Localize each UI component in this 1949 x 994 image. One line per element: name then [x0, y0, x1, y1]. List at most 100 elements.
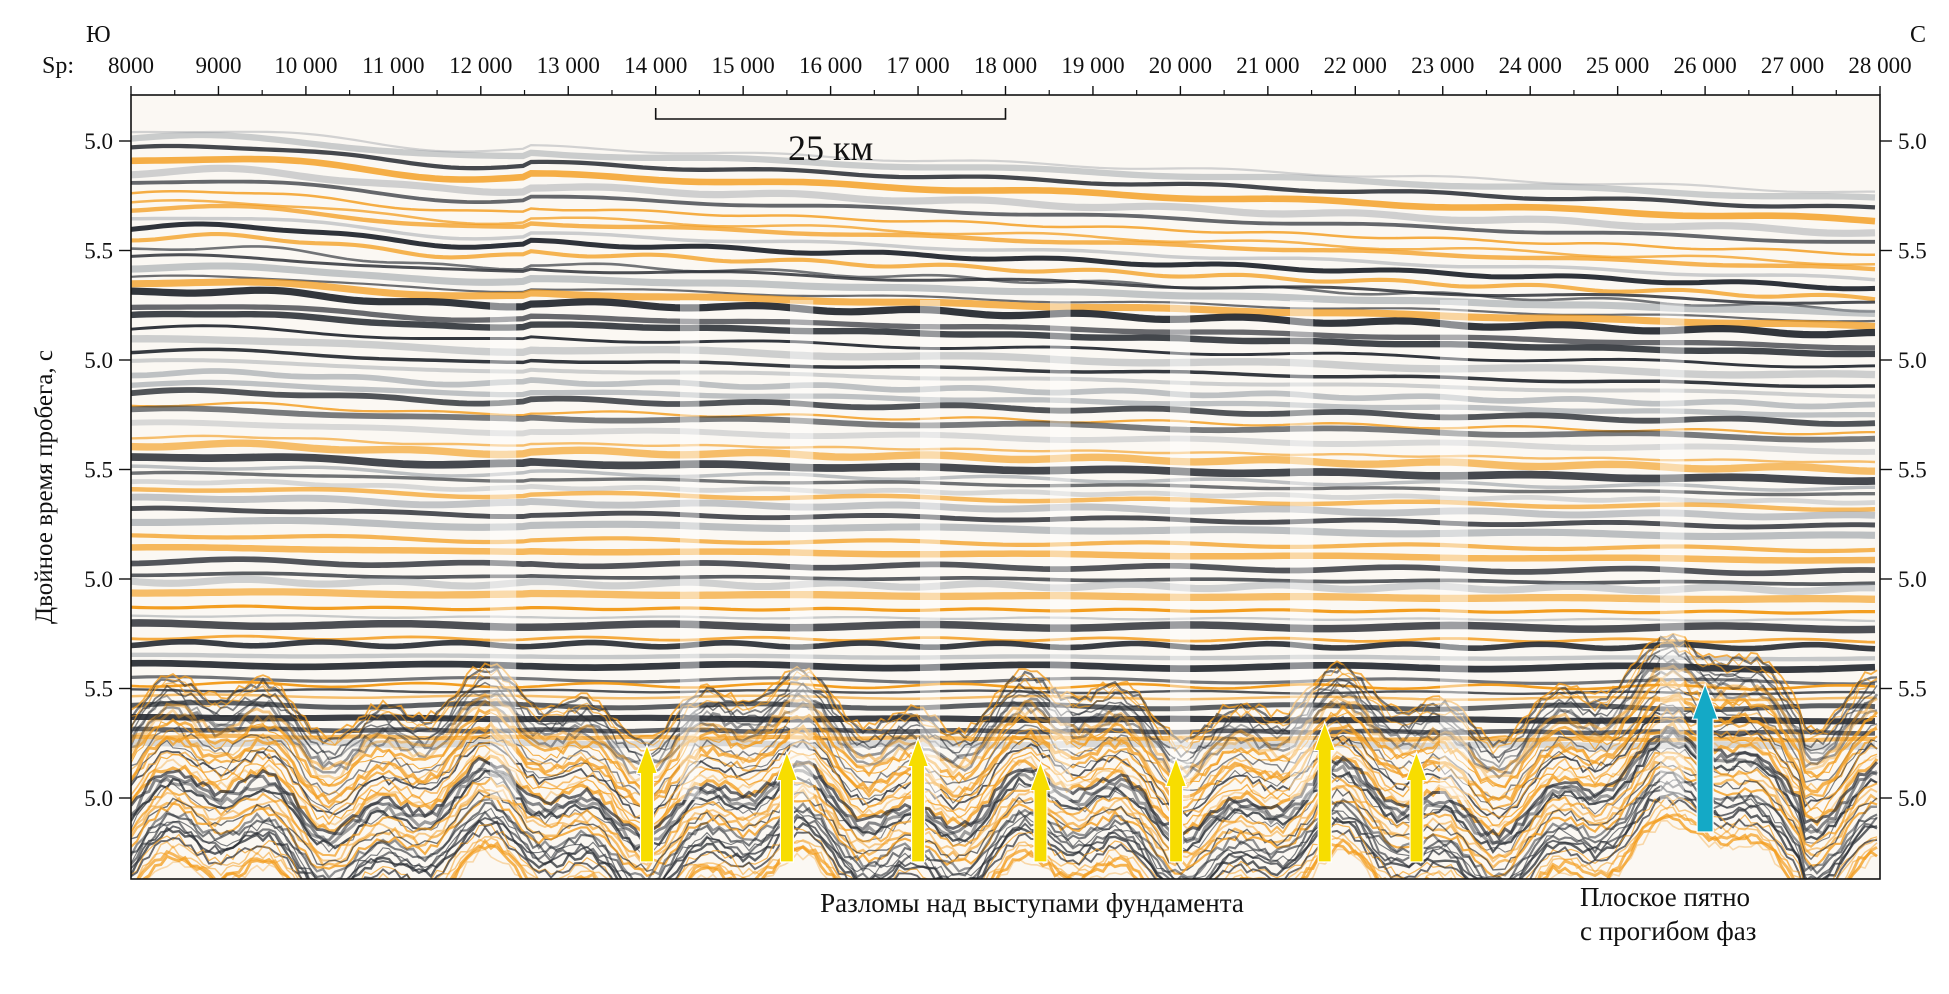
- annotation-arrows: [635, 682, 1719, 863]
- reflector-9: [131, 216, 1876, 282]
- basement-reflector-8: [131, 664, 1878, 776]
- reflector-20: [131, 324, 1876, 369]
- sp-tick-label-18: 26 000: [1673, 53, 1736, 78]
- reflector-33: [131, 464, 1876, 492]
- reflector-14: [131, 262, 1876, 317]
- reflector-4: [131, 164, 1876, 237]
- reflector-7: [131, 199, 1876, 266]
- time-tick-label-right-4: 5.0: [1898, 567, 1927, 592]
- basement-reflector-0: [131, 632, 1878, 743]
- reflector-22: [131, 347, 1875, 389]
- fault-zone-8: [1660, 300, 1685, 800]
- time-tick-label-left-6: 5.0: [84, 786, 113, 811]
- sp-tick-label-17: 25 000: [1586, 53, 1649, 78]
- reflector-8: [131, 203, 1876, 272]
- fault-zone-7: [1440, 300, 1468, 800]
- reflector-12: [131, 245, 1875, 313]
- reflector-11: [131, 232, 1876, 302]
- time-tick-label-left-5: 5.5: [84, 677, 113, 702]
- basement-reflector-28: [131, 751, 1878, 861]
- sp-tick-label-5: 13 000: [537, 53, 600, 78]
- basement-reflector-17: [131, 702, 1878, 814]
- fault-arrow-2: [906, 736, 930, 863]
- reflector-58: [131, 713, 1876, 725]
- basement-reflector-29: [131, 752, 1878, 867]
- reflector-52: [131, 659, 1876, 673]
- reflector-17: [131, 286, 1876, 339]
- time-axis-ticks: 5.0 5.0 5.5 5.5 5.0 5.0 5.5 5.5 5.0 5.0 5.5 5.5 5.0 5…: [84, 129, 1927, 811]
- basement-reflector-11: [131, 676, 1879, 792]
- fault-arrow-3: [1029, 760, 1052, 863]
- reflector-31: [131, 439, 1876, 475]
- basement-reflector-45: [145, 819, 1878, 879]
- sp-tick-label-19: 27 000: [1761, 53, 1824, 78]
- scale-bar-line: [654, 108, 1007, 120]
- sp-tick-label-7: 15 000: [712, 53, 775, 78]
- reflector-32: [131, 453, 1876, 486]
- sp-tick-label-16: 24 000: [1499, 53, 1562, 78]
- fault-zone-1: [680, 300, 700, 800]
- fault-zone-6: [1290, 300, 1314, 800]
- basement-reflector-36: [131, 780, 1878, 879]
- basement-reflector-22: [131, 721, 1879, 837]
- fault-zone-5: [1170, 300, 1191, 800]
- time-tick-label-right-2: 5.0: [1898, 348, 1927, 373]
- time-axis-label: Двойное время пробега, с: [31, 350, 58, 624]
- time-tick-label-right-3: 5.5: [1898, 458, 1927, 483]
- reflector-24: [131, 368, 1876, 410]
- reflector-10: [131, 221, 1876, 292]
- basement-reflector-34: [131, 771, 1878, 879]
- fault-traces: [490, 300, 1685, 800]
- reflector-47: [131, 614, 1876, 623]
- reflector-61: [131, 738, 1876, 751]
- reflector-44: [131, 575, 1876, 595]
- basement-reflector-24: [131, 729, 1878, 845]
- sp-axis: Ю С Sp: 8000 9000 10 000 11 000 12 000 13 000…: [42, 22, 1926, 95]
- sp-tick-label-4: 12 000: [449, 53, 512, 78]
- basement-reflector-7: [131, 658, 1879, 773]
- faults-caption: Разломы над выступами фундамента: [820, 888, 1244, 918]
- time-tick-label-left-1: 5.5: [84, 239, 113, 264]
- fault-zone-0: [490, 300, 517, 800]
- reflector-57: [131, 700, 1876, 713]
- fault-arrow-0: [635, 743, 659, 863]
- reflector-43: [131, 571, 1876, 586]
- basement-reflector-44: [141, 813, 1878, 879]
- reflector-19: [131, 310, 1875, 358]
- sp-tick-label-15: 23 000: [1411, 53, 1474, 78]
- reflector-39: [131, 516, 1876, 541]
- reflector-29: [131, 419, 1876, 455]
- reflector-46: [131, 604, 1875, 615]
- direction-north-label: С: [1910, 22, 1926, 48]
- sp-tick-label-1: 9000: [195, 53, 241, 78]
- reflector-27: [131, 401, 1875, 436]
- basement-reflector-40: [131, 796, 1878, 879]
- fault-arrow-4: [1164, 756, 1188, 863]
- reflector-34: [131, 470, 1875, 497]
- basement-reflector-41: [135, 800, 1878, 879]
- basement-reflector-21: [131, 718, 1878, 833]
- reflector-50: [131, 638, 1876, 652]
- flat-spot-caption-line2: с прогибом фаз: [1580, 916, 1756, 946]
- reflector-37: [131, 493, 1876, 521]
- basement-reflector-13: [131, 685, 1878, 800]
- reflector-21: [131, 334, 1876, 379]
- basement-reflector-18: [131, 708, 1878, 820]
- basement-reflector-3: [131, 642, 1878, 755]
- sp-tick-label-3: 11 000: [362, 53, 424, 78]
- time-tick-label-left-4: 5.0: [84, 567, 113, 592]
- basement-reflector-4: [131, 644, 1878, 760]
- time-tick-label-right-6: 5.0: [1898, 786, 1927, 811]
- reflector-48: [131, 619, 1876, 634]
- basement-reflector-20: [131, 717, 1878, 828]
- sp-tick-label-11: 19 000: [1061, 53, 1124, 78]
- sp-tick-label-14: 22 000: [1324, 53, 1387, 78]
- reflector-38: [131, 505, 1876, 530]
- fault-zone-3: [920, 300, 941, 800]
- basement-reflector-19: [131, 707, 1878, 820]
- reflector-2: [131, 143, 1876, 210]
- time-tick-label-right-0: 5.0: [1898, 129, 1927, 154]
- reflector-41: [131, 543, 1876, 564]
- basement-reflector-9: [131, 668, 1878, 781]
